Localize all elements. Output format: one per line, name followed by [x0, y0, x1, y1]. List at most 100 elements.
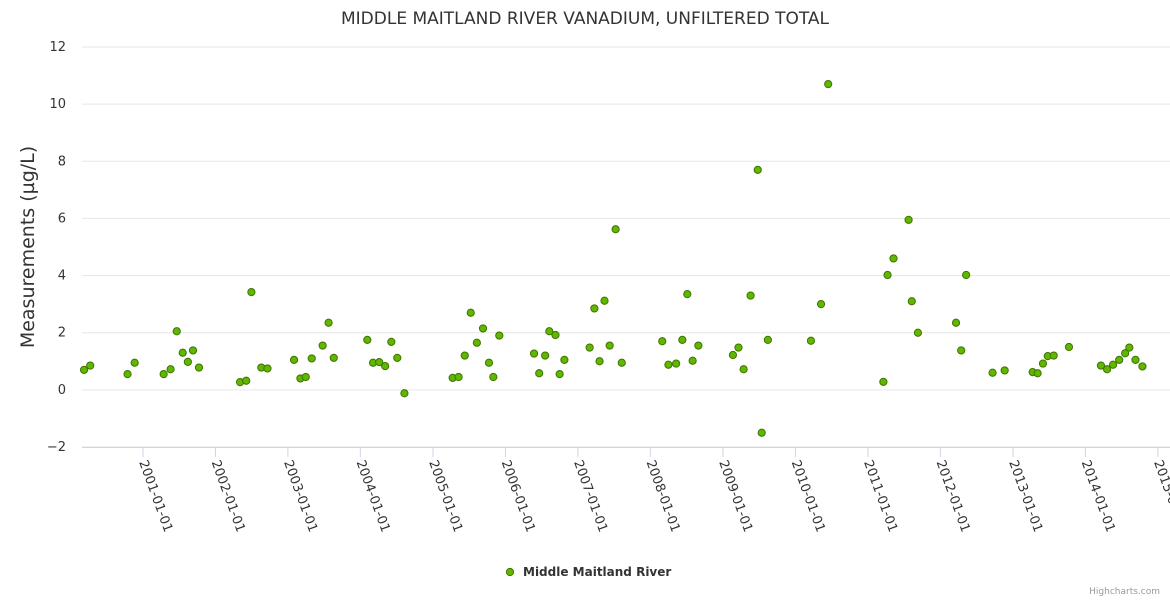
data-point[interactable]: [913, 328, 923, 337]
data-point[interactable]: [478, 324, 488, 333]
data-point[interactable]: [123, 370, 132, 379]
data-point[interactable]: [541, 351, 550, 360]
chart-title: MIDDLE MAITLAND RIVER VANADIUM, UNFILTER…: [341, 9, 830, 29]
data-point[interactable]: [166, 365, 175, 374]
data-point[interactable]: [1038, 359, 1048, 368]
data-point[interactable]: [1138, 362, 1147, 371]
data-point[interactable]: [889, 254, 898, 263]
data-point[interactable]: [194, 363, 204, 372]
data-point[interactable]: [307, 354, 316, 363]
data-point[interactable]: [962, 270, 971, 280]
data-point[interactable]: [188, 346, 198, 355]
data-point[interactable]: [734, 343, 743, 352]
data-point[interactable]: [746, 291, 755, 300]
data-point[interactable]: [1049, 351, 1058, 360]
data-point[interactable]: [611, 225, 620, 234]
data-point[interactable]: [806, 336, 816, 345]
data-point[interactable]: [289, 355, 299, 364]
data-point[interactable]: [79, 365, 89, 374]
x-tick-label: 2015-01-01: [1150, 458, 1170, 534]
data-point[interactable]: [560, 355, 569, 364]
data-point[interactable]: [585, 343, 594, 352]
data-point[interactable]: [1064, 342, 1074, 352]
data-point[interactable]: [1033, 369, 1042, 378]
data-point[interactable]: [816, 300, 826, 309]
data-point[interactable]: [375, 358, 384, 367]
data-point[interactable]: [694, 341, 703, 350]
legend[interactable]: Middle Maitland River: [505, 565, 671, 579]
y-tick-label: 12: [49, 40, 66, 55]
data-point[interactable]: [86, 361, 95, 370]
data-point[interactable]: [301, 372, 310, 382]
data-point[interactable]: [1000, 366, 1009, 375]
data-point[interactable]: [178, 348, 187, 357]
data-point[interactable]: [466, 308, 475, 317]
data-point[interactable]: [883, 270, 892, 280]
data-point[interactable]: [263, 364, 272, 373]
data-point[interactable]: [393, 353, 402, 362]
data-point[interactable]: [739, 365, 748, 374]
data-point[interactable]: [824, 80, 833, 89]
data-point[interactable]: [595, 357, 604, 366]
data-point[interactable]: [907, 297, 916, 306]
data-point[interactable]: [329, 353, 338, 362]
data-point[interactable]: [495, 331, 504, 340]
data-point[interactable]: [678, 335, 687, 344]
data-point[interactable]: [454, 372, 463, 382]
data-points: [79, 80, 1147, 437]
data-point[interactable]: [400, 389, 409, 398]
data-point[interactable]: [318, 341, 327, 350]
data-point[interactable]: [688, 356, 697, 365]
data-point[interactable]: [951, 318, 961, 327]
y-tick-label: −2: [47, 440, 66, 455]
data-point[interactable]: [728, 350, 738, 360]
data-point[interactable]: [472, 338, 481, 347]
data-point[interactable]: [1102, 365, 1112, 374]
data-point[interactable]: [957, 346, 966, 355]
y-tick-label: 8: [58, 154, 66, 169]
data-point[interactable]: [753, 165, 762, 174]
data-point[interactable]: [605, 341, 614, 350]
data-point[interactable]: [1121, 349, 1130, 358]
data-point[interactable]: [183, 357, 192, 366]
data-point[interactable]: [545, 327, 554, 336]
data-point[interactable]: [247, 288, 256, 297]
y-axis-ticks: −2 0 2 4 6 8 10 12: [47, 40, 66, 455]
data-point[interactable]: [1115, 355, 1124, 364]
data-point[interactable]: [130, 358, 139, 367]
data-point[interactable]: [1096, 361, 1106, 370]
data-point[interactable]: [658, 337, 667, 346]
data-point[interactable]: [489, 372, 498, 382]
data-point[interactable]: [590, 304, 599, 313]
data-point[interactable]: [551, 330, 560, 340]
credits-link[interactable]: Highcharts.com: [1089, 587, 1160, 597]
data-point[interactable]: [172, 327, 181, 336]
data-point[interactable]: [1131, 355, 1140, 364]
data-point[interactable]: [555, 370, 564, 379]
data-point[interactable]: [242, 376, 251, 385]
data-point[interactable]: [535, 369, 544, 378]
data-point[interactable]: [381, 362, 390, 371]
data-point[interactable]: [363, 335, 372, 344]
data-point[interactable]: [159, 370, 168, 379]
data-point[interactable]: [460, 351, 469, 360]
data-point[interactable]: [683, 290, 692, 299]
data-point[interactable]: [387, 337, 396, 346]
data-point[interactable]: [484, 358, 494, 367]
data-point[interactable]: [529, 349, 539, 358]
data-point[interactable]: [988, 368, 997, 377]
data-point[interactable]: [1108, 360, 1118, 369]
data-point[interactable]: [600, 296, 609, 305]
data-point[interactable]: [904, 215, 913, 224]
data-point[interactable]: [664, 360, 673, 369]
data-point[interactable]: [1125, 343, 1134, 352]
data-point[interactable]: [672, 359, 681, 368]
y-tick-label: 2: [58, 326, 66, 341]
data-point[interactable]: [324, 318, 333, 327]
data-point[interactable]: [757, 428, 766, 437]
x-tick-label: 2001-01-01: [135, 458, 175, 534]
data-point[interactable]: [879, 377, 888, 386]
data-point[interactable]: [763, 335, 772, 344]
data-point[interactable]: [617, 358, 626, 367]
